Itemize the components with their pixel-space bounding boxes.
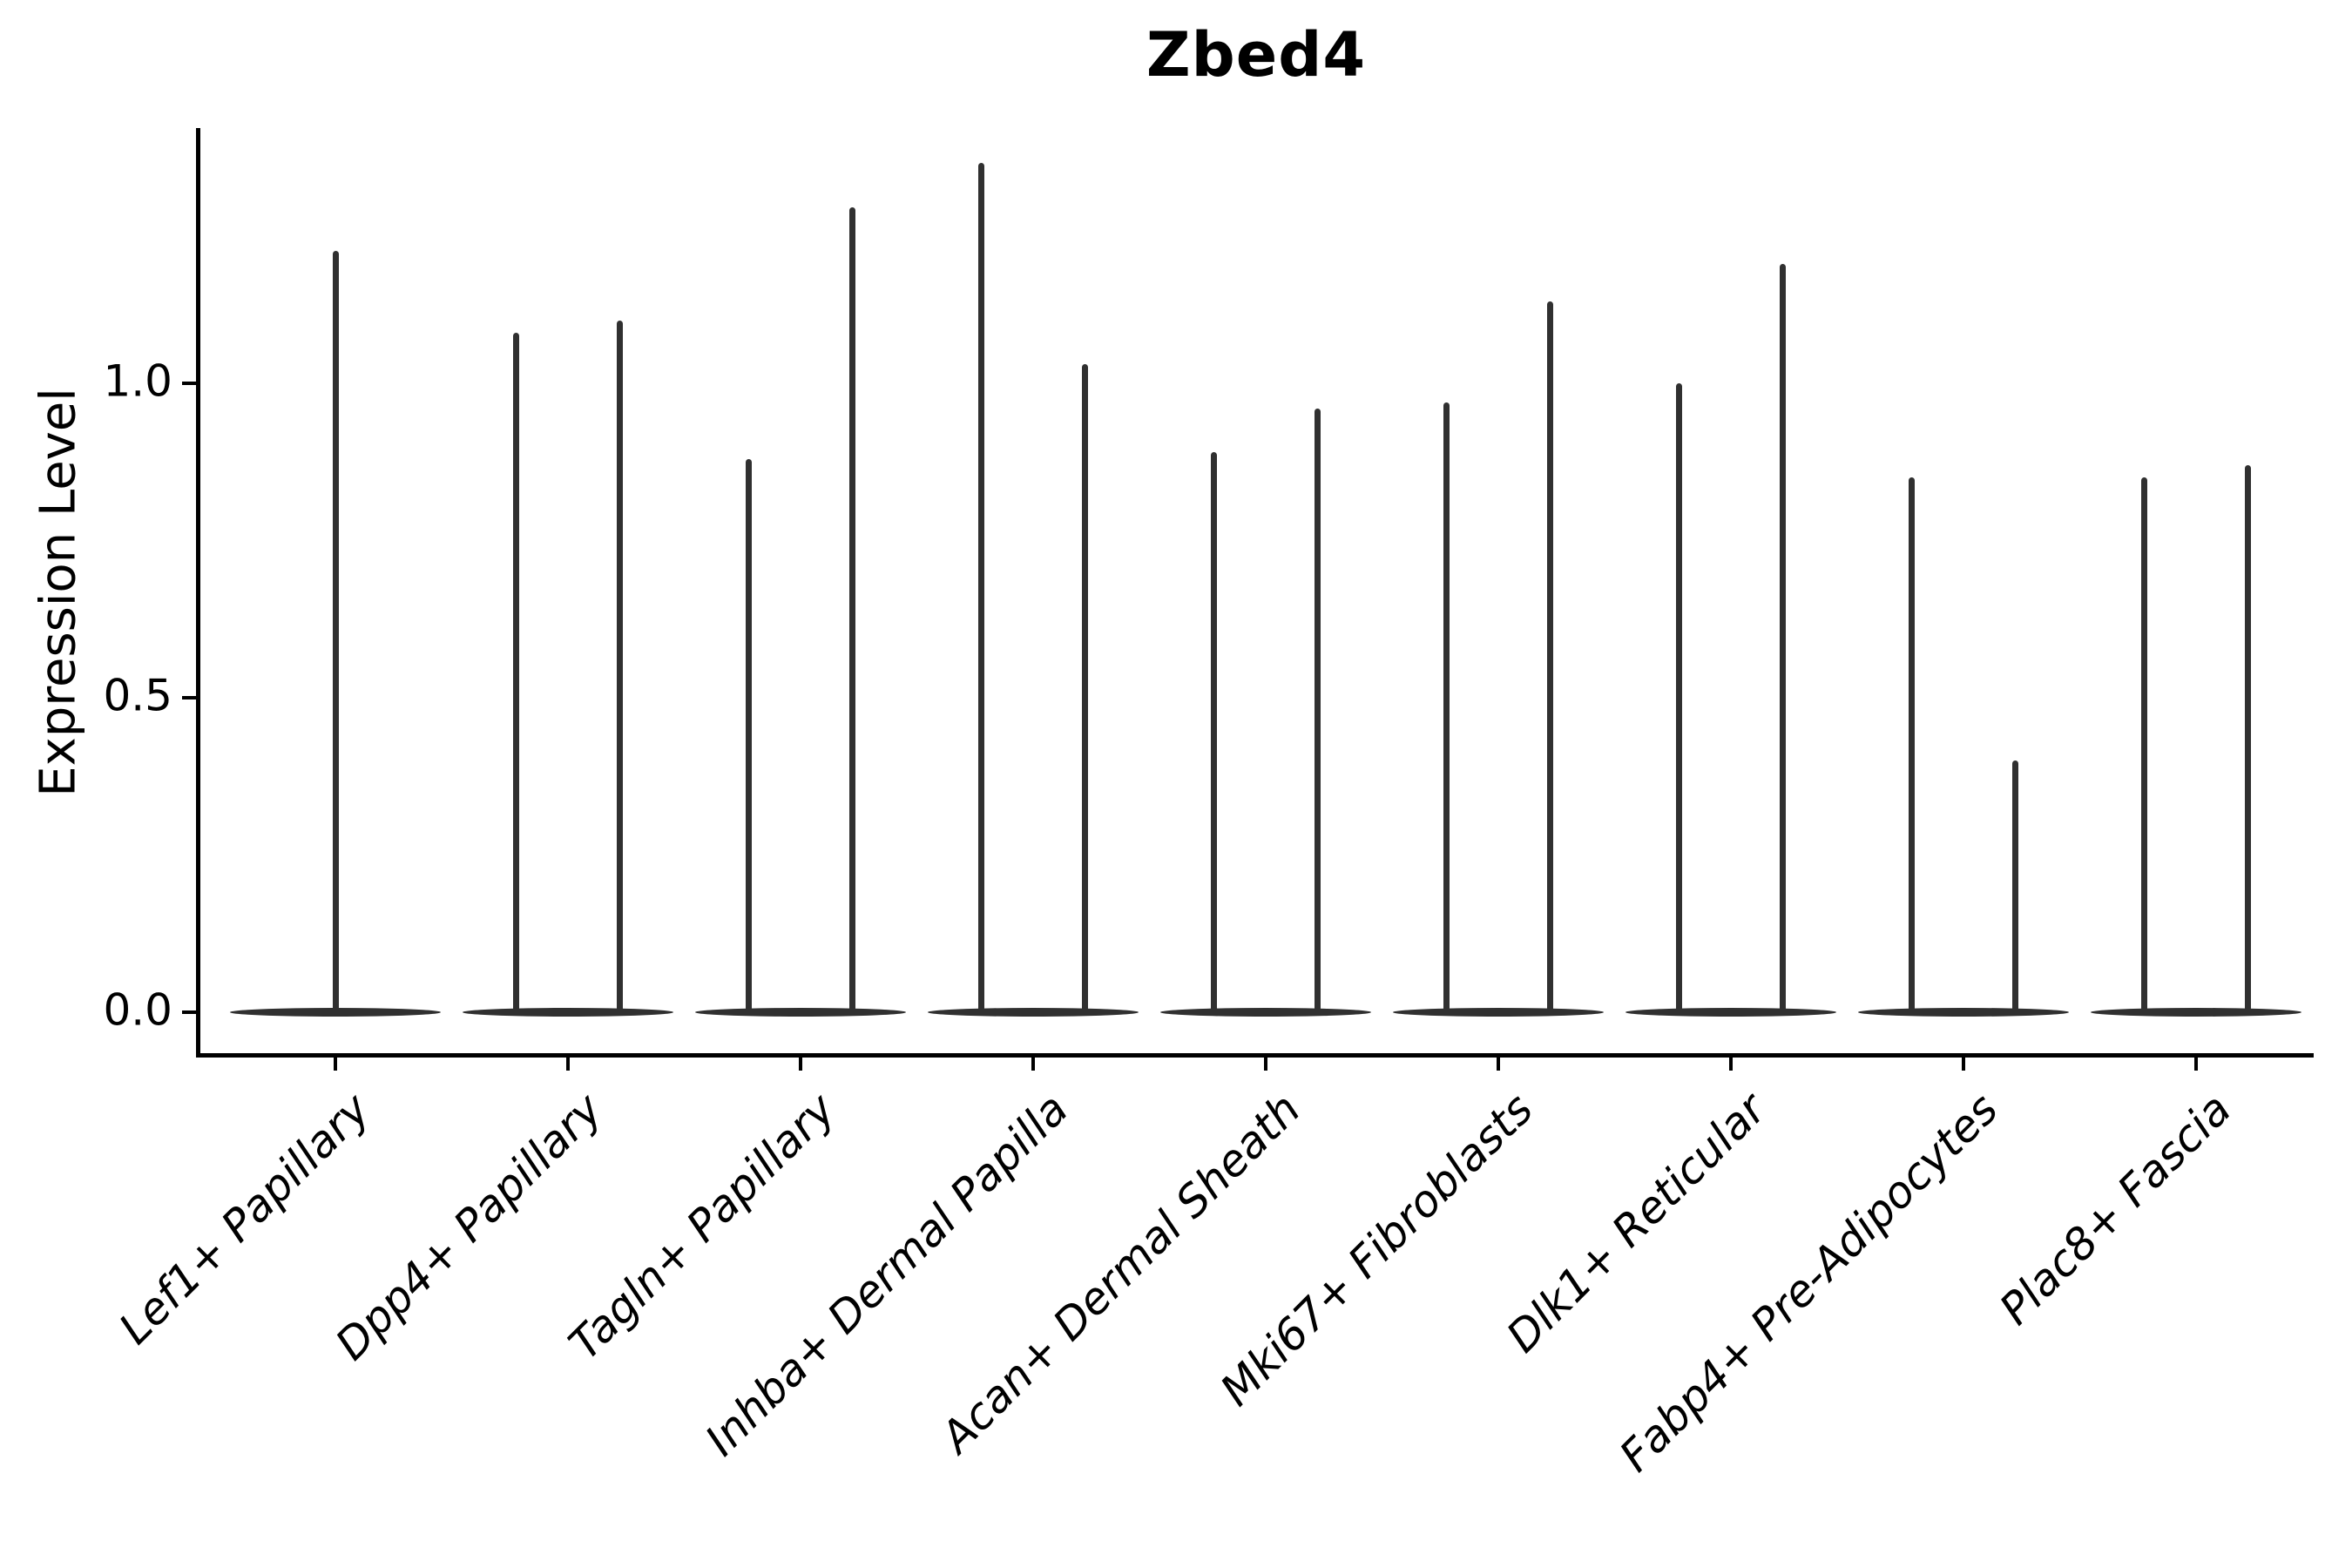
violin-needle — [2245, 464, 2251, 1012]
violin-needle — [617, 320, 623, 1012]
violin-base — [1160, 1008, 1371, 1017]
violin-needle — [746, 458, 752, 1012]
y-tick-label: 0.0 — [103, 984, 172, 1036]
violin-needle — [1780, 263, 1786, 1012]
violin-base — [1625, 1008, 1836, 1017]
violin-needle — [849, 206, 855, 1012]
plot-title: Zbed4 — [1146, 19, 1367, 91]
violin-base — [1393, 1008, 1604, 1017]
x-tick-mark — [799, 1058, 802, 1071]
violin-base — [1858, 1008, 2069, 1017]
y-axis-label: Expression Level — [30, 388, 87, 797]
violin-needle — [1211, 452, 1217, 1012]
violin-needle — [978, 163, 984, 1012]
violin-needle — [1547, 301, 1553, 1012]
violin-base — [695, 1008, 906, 1017]
violin-needle — [1315, 408, 1321, 1012]
x-tick-mark — [566, 1058, 570, 1071]
violin-needle — [1676, 383, 1682, 1012]
y-tick-mark — [182, 696, 197, 700]
violin-needle — [2141, 477, 2147, 1012]
x-tick-mark — [1729, 1058, 1733, 1071]
x-tick-mark — [1031, 1058, 1035, 1071]
x-tick-mark — [1264, 1058, 1267, 1071]
violin-needle — [1082, 364, 1088, 1012]
x-tick-mark — [334, 1058, 337, 1071]
x-axis-spine — [196, 1053, 2314, 1058]
violin-needle — [2012, 760, 2018, 1012]
violin-needle — [1443, 402, 1450, 1012]
x-tick-label: Lef1+ Papillary — [109, 1084, 381, 1355]
x-tick-mark — [2194, 1058, 2198, 1071]
y-axis-spine — [196, 128, 200, 1058]
y-tick-mark — [182, 382, 197, 385]
violin-base — [928, 1008, 1139, 1017]
x-tick-label: Fabp4+ Pre-Adipocytes — [1610, 1084, 2009, 1482]
violin-needle — [513, 333, 519, 1012]
violin-needle — [332, 251, 339, 1012]
y-tick-label: 0.5 — [103, 670, 172, 721]
x-tick-label: Plac8+ Fascia — [1990, 1084, 2241, 1335]
x-tick-mark — [1962, 1058, 1965, 1071]
violin-base — [230, 1008, 441, 1017]
y-tick-label: 1.0 — [103, 355, 172, 407]
violin-base — [463, 1008, 673, 1017]
violin-base — [2091, 1008, 2301, 1017]
x-tick-mark — [1497, 1058, 1500, 1071]
y-tick-mark — [182, 1010, 197, 1014]
violin-needle — [1909, 477, 1915, 1012]
